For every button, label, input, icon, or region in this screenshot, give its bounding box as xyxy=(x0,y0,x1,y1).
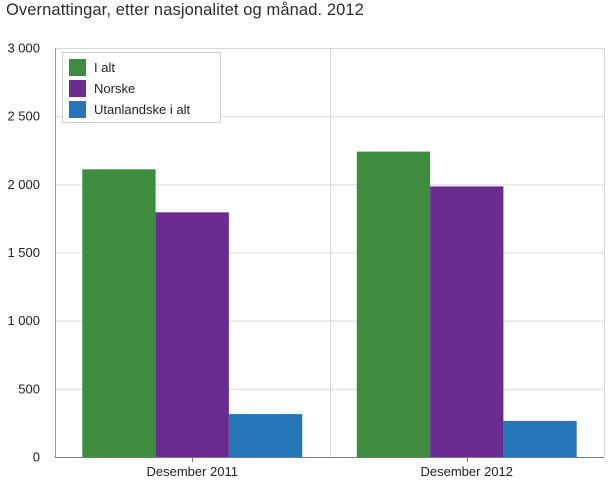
legend-item-i-alt: I alt xyxy=(69,59,115,76)
y-tick-label: 1 000 xyxy=(7,313,40,328)
y-tick-labels: 0 500 1 000 1 500 2 000 2 500 3 000 xyxy=(7,41,40,465)
legend: I alt Norske Utanlandske i alt xyxy=(62,52,221,123)
bars xyxy=(82,151,577,458)
y-tick-label: 0 xyxy=(33,450,40,465)
legend-item-norske: Norske xyxy=(69,80,135,97)
y-tick-label: 500 xyxy=(18,381,40,396)
y-tick-label: 3 000 xyxy=(7,41,40,56)
gridlines xyxy=(55,48,605,457)
bar xyxy=(82,169,156,458)
legend-swatch-norske xyxy=(69,80,86,97)
chart-title: Overnattingar, etter nasjonalitet og mån… xyxy=(6,1,364,19)
y-tick-label: 2 000 xyxy=(7,177,40,192)
legend-label: Norske xyxy=(94,81,136,96)
x-tick-labels: Desember 2011 Desember 2012 xyxy=(146,464,513,479)
bar xyxy=(503,420,577,457)
x-tick-label: Desember 2012 xyxy=(421,464,514,479)
bar xyxy=(155,212,229,457)
legend-swatch-utanlandske xyxy=(69,101,86,118)
y-tick-label: 1 500 xyxy=(7,245,40,260)
legend-label: I alt xyxy=(94,60,115,75)
bar xyxy=(356,151,431,457)
x-tick-label: Desember 2011 xyxy=(146,464,238,479)
y-tick-label: 2 500 xyxy=(7,109,40,124)
bar xyxy=(430,186,504,457)
legend-label: Utanlandske i alt xyxy=(94,102,191,117)
bar xyxy=(228,414,303,457)
legend-swatch-i-alt xyxy=(69,59,86,76)
axes xyxy=(55,48,604,462)
legend-item-utanlandske: Utanlandske i alt xyxy=(69,101,190,118)
